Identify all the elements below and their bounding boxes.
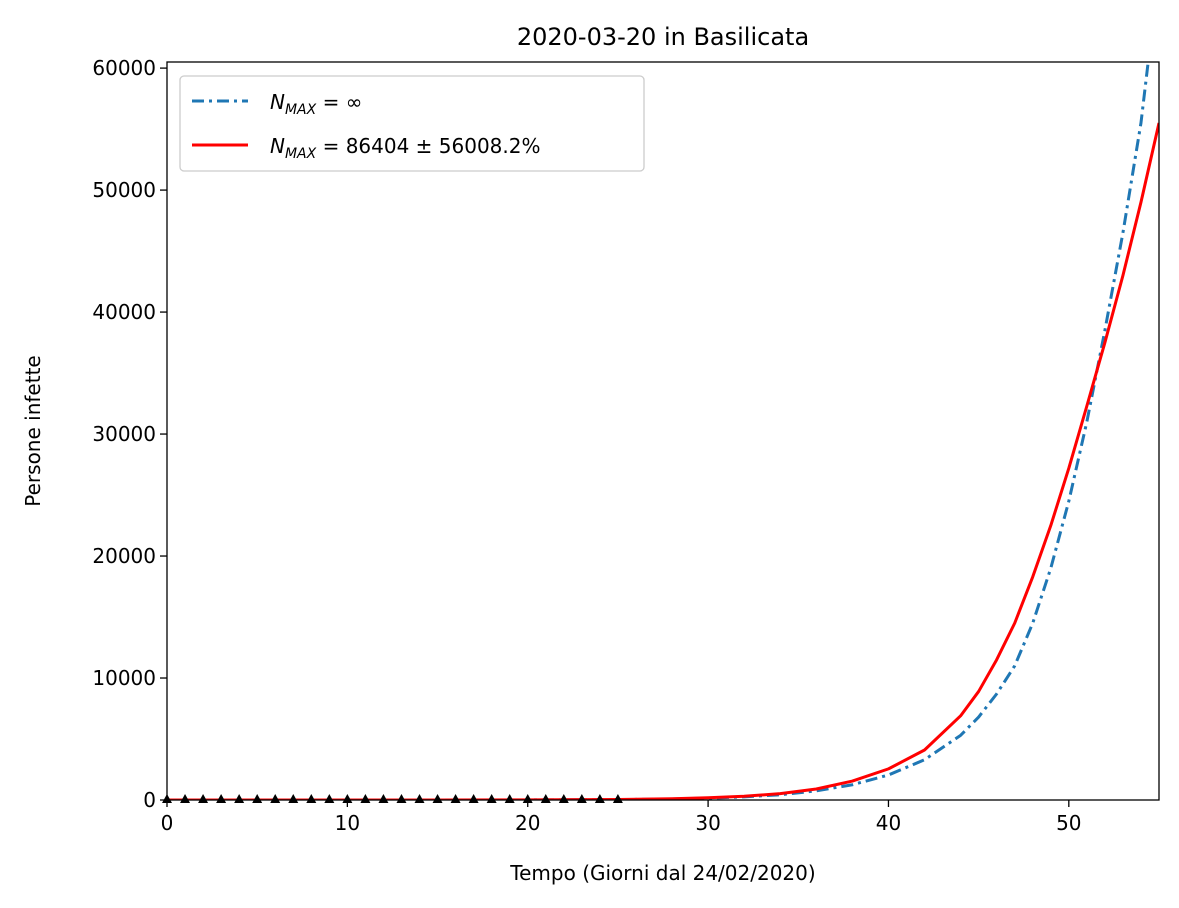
- data-point-marker: [396, 794, 407, 803]
- legend-label-infinite: NMAX = ∞: [270, 90, 362, 118]
- data-point-marker: [450, 794, 461, 803]
- legend-label-fit: NMAX = 86404 ± 56008.2%: [270, 134, 541, 162]
- legend-label-fit-base: N: [270, 134, 285, 158]
- data-point-marker: [234, 794, 245, 803]
- legend-box: [179, 75, 645, 172]
- data-point-marker: [612, 794, 623, 803]
- data-point-marker: [576, 794, 587, 803]
- x-tick-label: 20: [515, 811, 540, 835]
- data-point-marker: [360, 794, 371, 803]
- y-axis: 0 10000 20000 30000 40000 50000 60000: [92, 56, 167, 812]
- x-axis: 0 10 20 30 40 50: [161, 800, 1082, 835]
- x-tick-label: 40: [876, 811, 901, 835]
- data-point-marker: [324, 794, 335, 803]
- data-point-marker: [288, 794, 299, 803]
- x-tick-label: 10: [335, 811, 360, 835]
- axes-frame: [166, 61, 1160, 801]
- data-point-marker: [504, 794, 515, 803]
- x-tick-label: 30: [695, 811, 720, 835]
- data-point-marker: [378, 794, 389, 803]
- y-axis-label: Persone infette: [21, 355, 45, 506]
- x-tick-label: 50: [1056, 811, 1081, 835]
- data-point-marker: [252, 794, 263, 803]
- x-axis-label: Tempo (Giorni dal 24/02/2020): [509, 861, 815, 885]
- y-tick-label: 30000: [92, 422, 156, 446]
- y-tick-label: 50000: [92, 178, 156, 202]
- y-tick-label: 0: [143, 788, 156, 812]
- data-point-marker: [216, 794, 227, 803]
- data-point-marker: [432, 794, 443, 803]
- legend-label-fit-rest: = 86404 ± 56008.2%: [316, 134, 540, 158]
- y-tick-label: 10000: [92, 666, 156, 690]
- x-tick-label: 0: [161, 811, 174, 835]
- legend-label-infinite-rest: = ∞: [316, 90, 362, 114]
- data-point-marker: [558, 794, 569, 803]
- data-point-marker: [594, 794, 605, 803]
- data-point-marker: [486, 794, 497, 803]
- data-point-marker: [342, 794, 353, 803]
- data-point-marker: [306, 794, 317, 803]
- legend-label-infinite-sub: MAX: [285, 102, 317, 118]
- data-point-marker: [270, 794, 281, 803]
- legend: NMAX = ∞ NMAX = 86404 ± 56008.2%: [179, 75, 645, 172]
- y-tick-label: 20000: [92, 544, 156, 568]
- data-point-marker: [180, 794, 191, 803]
- legend-label-infinite-base: N: [270, 90, 285, 114]
- data-point-marker: [468, 794, 479, 803]
- y-tick-label: 40000: [92, 300, 156, 324]
- data-point-marker: [522, 794, 533, 803]
- data-point-marker: [540, 794, 551, 803]
- legend-label-fit-sub: MAX: [285, 146, 317, 162]
- data-point-marker: [414, 794, 425, 803]
- chart-title: 2020-03-20 in Basilicata: [517, 23, 809, 51]
- y-tick-label: 60000: [92, 56, 156, 80]
- data-point-marker: [198, 794, 209, 803]
